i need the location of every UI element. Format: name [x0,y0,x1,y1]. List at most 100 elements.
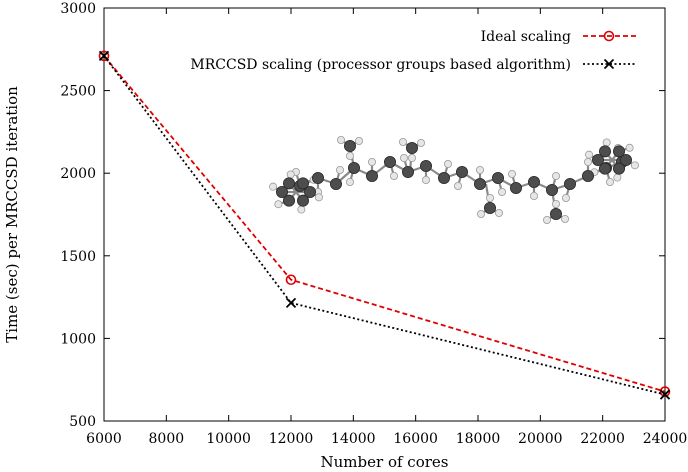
molecule-atom-c [613,145,626,158]
series-line [103,55,666,396]
molecule-atom-h [314,193,323,202]
molecule-atom-c [419,159,432,172]
molecule-atom-c [550,207,563,220]
molecule-atom-h [602,138,611,147]
molecule-atom-c [620,153,633,166]
molecule-atom-c [365,169,378,182]
molecule-atom-c [582,169,595,182]
molecule-atom-h [398,137,407,146]
plot-frame [103,7,666,422]
molecule-atom-h [407,153,416,162]
molecule-atom-h [389,171,398,180]
molecule-atom-h [354,136,363,145]
molecule-atom-c [437,171,450,184]
series-line [103,55,666,393]
y-tick-label: 2000 [60,166,96,182]
y-tick-label: 500 [69,414,96,430]
molecule-atom-c [483,201,496,214]
molecule-atom-h [625,143,634,152]
molecule-atom-h [336,135,345,144]
molecule-atom-h [606,177,615,186]
molecule-atom-c [546,183,559,196]
y-axis-title: Time (sec) per MRCCSD iteration [3,86,21,343]
molecule-atom-c [347,161,360,174]
data-point [98,50,110,62]
molecule-atom-c [296,194,309,207]
molecule-atom-h [345,151,354,160]
molecule-atom-h [399,153,408,162]
molecule-atom-c [275,185,288,198]
molecule-atom-h [530,191,539,200]
molecule-atom-h [613,173,622,182]
molecule-atom-c [528,175,541,188]
molecule-atom-h [485,193,494,202]
series-layer [98,50,671,400]
legend-marker [603,30,615,42]
x-tick-label: 10000 [206,431,251,447]
molecule-atom-h [274,200,283,209]
x-tick-label: 18000 [456,431,501,447]
molecule-atom-c [599,145,612,158]
x-tick-label: 14000 [331,431,376,447]
molecule-atom-h [561,214,570,223]
x-tick-label: 6000 [86,431,122,447]
data-point [285,297,297,309]
x-tick-label: 24000 [643,431,688,447]
molecule-image [269,135,639,224]
molecule-atom-c [405,141,418,154]
molecule-atom-h [367,157,376,166]
molecule-atom-c [613,162,626,175]
x-tick-label: 20000 [518,431,563,447]
x-tick-label: 12000 [269,431,314,447]
x-tick-label: 8000 [149,431,185,447]
molecule-atom-h [562,193,571,202]
molecule-atom-h [345,177,354,186]
molecule-atom-c [599,162,612,175]
molecule-atom-c [473,177,486,190]
molecule-atom-c [311,171,324,184]
molecule-atom-c [383,155,396,168]
molecule-atom-c [455,165,468,178]
molecule-atom-c [296,177,309,190]
series-1 [98,50,671,397]
molecule-atom-h [584,157,593,166]
molecule-atom-h [552,171,561,180]
y-tick-label: 1000 [60,331,96,347]
legend-label: Ideal scaling [481,29,571,45]
molecule-atom-h [475,165,484,174]
y-tick-label: 3000 [60,1,96,17]
molecule-atom-h [585,150,594,159]
data-point [285,274,297,286]
y-tick-label: 2500 [60,84,96,100]
molecule-atom-h [476,209,485,218]
molecule-atom-h [286,170,295,179]
x-tick-label: 22000 [580,431,625,447]
data-point [98,50,110,62]
series-2 [98,50,671,400]
molecule-atom-h [297,205,306,214]
molecule-atom-c [401,165,414,178]
molecule-atom-c [564,177,577,190]
molecule-atom-c [329,177,342,190]
molecule-atom-h [630,161,639,170]
molecule-atom-h [269,182,278,191]
molecule-atom-h [497,187,506,196]
x-axis-title: Number of cores [321,453,449,471]
molecule-atom-c [491,171,504,184]
data-point [659,386,671,397]
molecule-atom-h [443,159,452,168]
data-point [659,389,671,400]
legend-marker [603,58,615,70]
molecule-atom-h [543,215,552,224]
molecule-atom-h [453,181,462,190]
legend-label: MRCCSD scaling (processor groups based a… [190,57,571,73]
x-tick-label: 16000 [393,431,438,447]
axis-ticks: 6000 8000 10000 12000 14000 16000 18000 20000 22… [60,1,687,447]
molecule-atom-c [592,153,605,166]
molecule-atom-h [421,175,430,184]
molecule-atom-h [335,165,344,174]
molecule-atom-h [494,208,503,217]
legend: Ideal scaling MRCCSD scaling (processor g… [190,29,636,73]
molecule-atom-h [507,169,516,178]
